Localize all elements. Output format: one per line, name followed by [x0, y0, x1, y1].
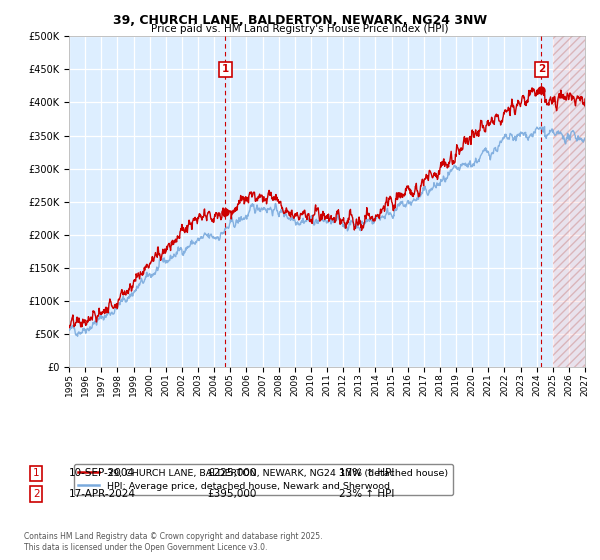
Text: £225,000: £225,000 — [207, 468, 256, 478]
Bar — [553, 36, 585, 367]
Text: 1: 1 — [33, 468, 40, 478]
Text: 10-SEP-2004: 10-SEP-2004 — [69, 468, 135, 478]
Text: Contains HM Land Registry data © Crown copyright and database right 2025.
This d: Contains HM Land Registry data © Crown c… — [24, 532, 323, 552]
Text: 39, CHURCH LANE, BALDERTON, NEWARK, NG24 3NW: 39, CHURCH LANE, BALDERTON, NEWARK, NG24… — [113, 14, 487, 27]
Legend: 39, CHURCH LANE, BALDERTON, NEWARK, NG24 3NW (detached house), HPI: Average pric: 39, CHURCH LANE, BALDERTON, NEWARK, NG24… — [74, 464, 452, 495]
Text: 2: 2 — [538, 64, 545, 74]
Bar — [553, 36, 585, 367]
Text: £395,000: £395,000 — [207, 489, 256, 499]
Text: 2: 2 — [33, 489, 40, 499]
Text: 1: 1 — [222, 64, 229, 74]
Text: 23% ↑ HPI: 23% ↑ HPI — [339, 489, 394, 499]
Text: 17% ↑ HPI: 17% ↑ HPI — [339, 468, 394, 478]
Text: Price paid vs. HM Land Registry's House Price Index (HPI): Price paid vs. HM Land Registry's House … — [151, 24, 449, 34]
Text: 17-APR-2024: 17-APR-2024 — [69, 489, 136, 499]
Bar — [553, 36, 585, 367]
